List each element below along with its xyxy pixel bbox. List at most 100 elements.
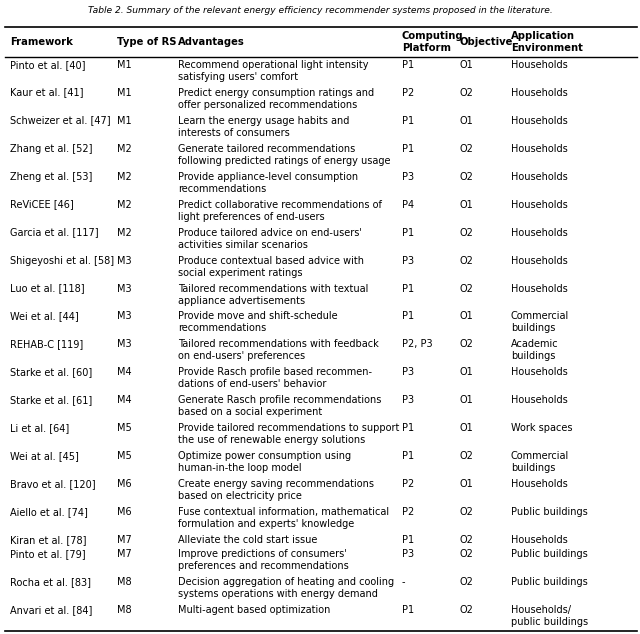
Text: O2: O2 <box>460 172 474 181</box>
Text: P1: P1 <box>402 311 414 321</box>
Text: M7: M7 <box>117 535 132 545</box>
Text: -: - <box>402 578 405 587</box>
Text: Provide Rasch profile based recommen-
dations of end-users' behavior: Provide Rasch profile based recommen- da… <box>178 368 372 389</box>
Text: O1: O1 <box>460 396 473 406</box>
Text: P1: P1 <box>402 535 414 545</box>
Text: P1: P1 <box>402 60 414 70</box>
Text: O1: O1 <box>460 311 473 321</box>
Text: O2: O2 <box>460 143 474 153</box>
Text: M6: M6 <box>117 479 132 489</box>
Text: Households: Households <box>511 143 568 153</box>
Text: M2: M2 <box>117 172 132 181</box>
Text: M3: M3 <box>117 339 132 349</box>
Text: M3: M3 <box>117 311 132 321</box>
Text: Public buildings: Public buildings <box>511 550 588 559</box>
Text: Kiran et al. [78]: Kiran et al. [78] <box>10 535 87 545</box>
Text: REHAB-C [119]: REHAB-C [119] <box>10 339 83 349</box>
Text: Produce tailored advice on end-users'
activities similar scenarios: Produce tailored advice on end-users' ac… <box>178 228 362 250</box>
Text: Rocha et al. [83]: Rocha et al. [83] <box>10 578 92 587</box>
Text: Households: Households <box>511 256 568 266</box>
Text: Decision aggregation of heating and cooling
systems operations with energy deman: Decision aggregation of heating and cool… <box>178 578 394 599</box>
Text: Households: Households <box>511 479 568 489</box>
Text: Public buildings: Public buildings <box>511 578 588 587</box>
Text: Starke et al. [61]: Starke et al. [61] <box>10 396 93 406</box>
Text: Luo et al. [118]: Luo et al. [118] <box>10 283 85 294</box>
Text: Produce contextual based advice with
social experiment ratings: Produce contextual based advice with soc… <box>178 256 364 278</box>
Text: Households: Households <box>511 283 568 294</box>
Text: Recommend operational light intensity
satisfying users' comfort: Recommend operational light intensity sa… <box>178 60 369 82</box>
Text: Optimize power consumption using
human-in-the loop model: Optimize power consumption using human-i… <box>178 451 351 474</box>
Text: Kaur et al. [41]: Kaur et al. [41] <box>10 87 84 98</box>
Text: M3: M3 <box>117 256 132 266</box>
Text: M1: M1 <box>117 60 132 70</box>
Text: Households: Households <box>511 535 568 545</box>
Text: M8: M8 <box>117 578 132 587</box>
Text: Commercial
buildings: Commercial buildings <box>511 311 569 333</box>
Text: ReViCEE [46]: ReViCEE [46] <box>10 200 74 210</box>
Text: M2: M2 <box>117 143 132 153</box>
Text: P1: P1 <box>402 424 414 434</box>
Text: Wei et al. [44]: Wei et al. [44] <box>10 311 79 321</box>
Text: M1: M1 <box>117 87 132 98</box>
Text: P2: P2 <box>402 507 414 517</box>
Text: Garcia et al. [117]: Garcia et al. [117] <box>10 228 99 238</box>
Text: Computing
Platform: Computing Platform <box>402 31 463 53</box>
Text: O2: O2 <box>460 605 474 616</box>
Text: Multi-agent based optimization: Multi-agent based optimization <box>178 605 330 616</box>
Text: Type of RS: Type of RS <box>117 37 177 47</box>
Text: Pinto et al. [40]: Pinto et al. [40] <box>10 60 86 70</box>
Text: P1: P1 <box>402 283 414 294</box>
Text: P2, P3: P2, P3 <box>402 339 433 349</box>
Text: M6: M6 <box>117 507 132 517</box>
Text: O2: O2 <box>460 339 474 349</box>
Text: Anvari et al. [84]: Anvari et al. [84] <box>10 605 93 616</box>
Text: Generate tailored recommendations
following predicted ratings of energy usage: Generate tailored recommendations follow… <box>178 143 390 165</box>
Text: Work spaces: Work spaces <box>511 424 572 434</box>
Text: Public buildings: Public buildings <box>511 507 588 517</box>
Text: Learn the energy usage habits and
interests of consumers: Learn the energy usage habits and intere… <box>178 115 349 138</box>
Text: Provide tailored recommendations to support
the use of renewable energy solution: Provide tailored recommendations to supp… <box>178 424 399 446</box>
Text: Objective: Objective <box>460 37 513 47</box>
Text: Li et al. [64]: Li et al. [64] <box>10 424 70 434</box>
Text: Wei at al. [45]: Wei at al. [45] <box>10 451 79 462</box>
Text: O2: O2 <box>460 87 474 98</box>
Text: Households: Households <box>511 396 568 406</box>
Text: M4: M4 <box>117 396 132 406</box>
Text: O1: O1 <box>460 424 473 434</box>
Text: Starke et al. [60]: Starke et al. [60] <box>10 368 93 377</box>
Text: Households: Households <box>511 172 568 181</box>
Text: P3: P3 <box>402 368 414 377</box>
Text: P1: P1 <box>402 115 414 126</box>
Text: Households: Households <box>511 60 568 70</box>
Text: Create energy saving recommendations
based on electricity price: Create energy saving recommendations bas… <box>178 479 374 501</box>
Text: Zheng et al. [53]: Zheng et al. [53] <box>10 172 93 181</box>
Text: O2: O2 <box>460 578 474 587</box>
Text: M5: M5 <box>117 424 132 434</box>
Text: O2: O2 <box>460 507 474 517</box>
Text: Aiello et al. [74]: Aiello et al. [74] <box>10 507 88 517</box>
Text: O1: O1 <box>460 479 473 489</box>
Text: P2: P2 <box>402 87 414 98</box>
Text: Commercial
buildings: Commercial buildings <box>511 451 569 474</box>
Text: O2: O2 <box>460 550 474 559</box>
Text: O2: O2 <box>460 535 474 545</box>
Text: P1: P1 <box>402 228 414 238</box>
Text: Fuse contextual information, mathematical
formulation and experts' knowledge: Fuse contextual information, mathematica… <box>178 507 389 529</box>
Text: Schweizer et al. [47]: Schweizer et al. [47] <box>10 115 111 126</box>
Text: Households: Households <box>511 200 568 210</box>
Text: P1: P1 <box>402 143 414 153</box>
Text: Bravo et al. [120]: Bravo et al. [120] <box>10 479 96 489</box>
Text: Framework: Framework <box>10 37 73 47</box>
Text: Academic
buildings: Academic buildings <box>511 339 558 361</box>
Text: Shigeyoshi et al. [58]: Shigeyoshi et al. [58] <box>10 256 115 266</box>
Text: M2: M2 <box>117 200 132 210</box>
Text: P3: P3 <box>402 396 414 406</box>
Text: O1: O1 <box>460 60 473 70</box>
Text: Tailored recommendations with textual
appliance advertisements: Tailored recommendations with textual ap… <box>178 283 368 306</box>
Text: O2: O2 <box>460 228 474 238</box>
Text: M5: M5 <box>117 451 132 462</box>
Text: O2: O2 <box>460 256 474 266</box>
Text: M8: M8 <box>117 605 132 616</box>
Text: Advantages: Advantages <box>178 37 244 47</box>
Text: Pinto et al. [79]: Pinto et al. [79] <box>10 550 86 559</box>
